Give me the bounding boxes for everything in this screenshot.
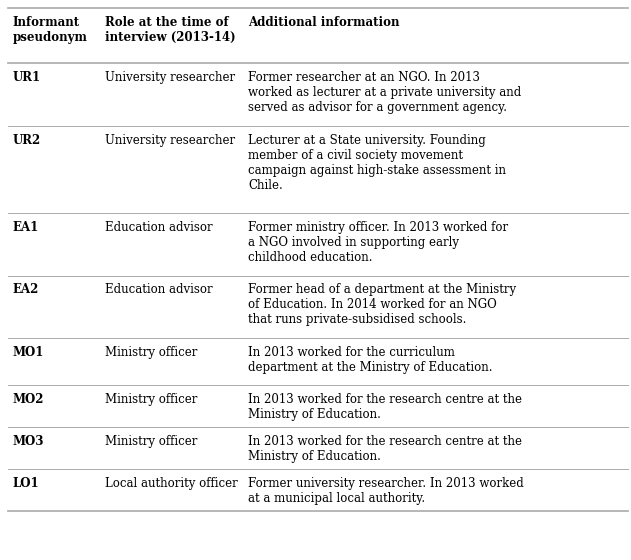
Text: Lecturer at a State university. Founding
member of a civil society movement
camp: Lecturer at a State university. Founding…: [248, 134, 506, 192]
Text: Ministry officer: Ministry officer: [105, 435, 197, 447]
Text: Education advisor: Education advisor: [105, 221, 213, 234]
Text: University researcher: University researcher: [105, 71, 235, 84]
Text: Additional information: Additional information: [248, 16, 399, 29]
Text: Informant
pseudonym: Informant pseudonym: [13, 16, 88, 44]
Text: UR1: UR1: [13, 71, 41, 84]
Text: Former head of a department at the Ministry
of Education. In 2014 worked for an : Former head of a department at the Minis…: [248, 283, 516, 326]
Text: LO1: LO1: [13, 477, 39, 489]
Text: MO3: MO3: [13, 435, 44, 447]
Text: EA2: EA2: [13, 283, 39, 296]
Text: EA1: EA1: [13, 221, 39, 234]
Text: Local authority officer: Local authority officer: [105, 477, 237, 489]
Text: In 2013 worked for the research centre at the
Ministry of Education.: In 2013 worked for the research centre a…: [248, 393, 522, 421]
Text: University researcher: University researcher: [105, 134, 235, 147]
Text: In 2013 worked for the curriculum
department at the Ministry of Education.: In 2013 worked for the curriculum depart…: [248, 346, 492, 374]
Text: Role at the time of
interview (2013-14): Role at the time of interview (2013-14): [105, 16, 235, 44]
Text: Former researcher at an NGO. In 2013
worked as lecturer at a private university : Former researcher at an NGO. In 2013 wor…: [248, 71, 521, 114]
Text: Former university researcher. In 2013 worked
at a municipal local authority.: Former university researcher. In 2013 wo…: [248, 477, 524, 505]
Text: Former ministry officer. In 2013 worked for
a NGO involved in supporting early
c: Former ministry officer. In 2013 worked …: [248, 221, 508, 264]
Text: In 2013 worked for the research centre at the
Ministry of Education.: In 2013 worked for the research centre a…: [248, 435, 522, 463]
Text: MO2: MO2: [13, 393, 44, 405]
Text: UR2: UR2: [13, 134, 41, 147]
Text: MO1: MO1: [13, 346, 44, 359]
Text: Ministry officer: Ministry officer: [105, 346, 197, 359]
Text: Ministry officer: Ministry officer: [105, 393, 197, 405]
Text: Education advisor: Education advisor: [105, 283, 213, 296]
